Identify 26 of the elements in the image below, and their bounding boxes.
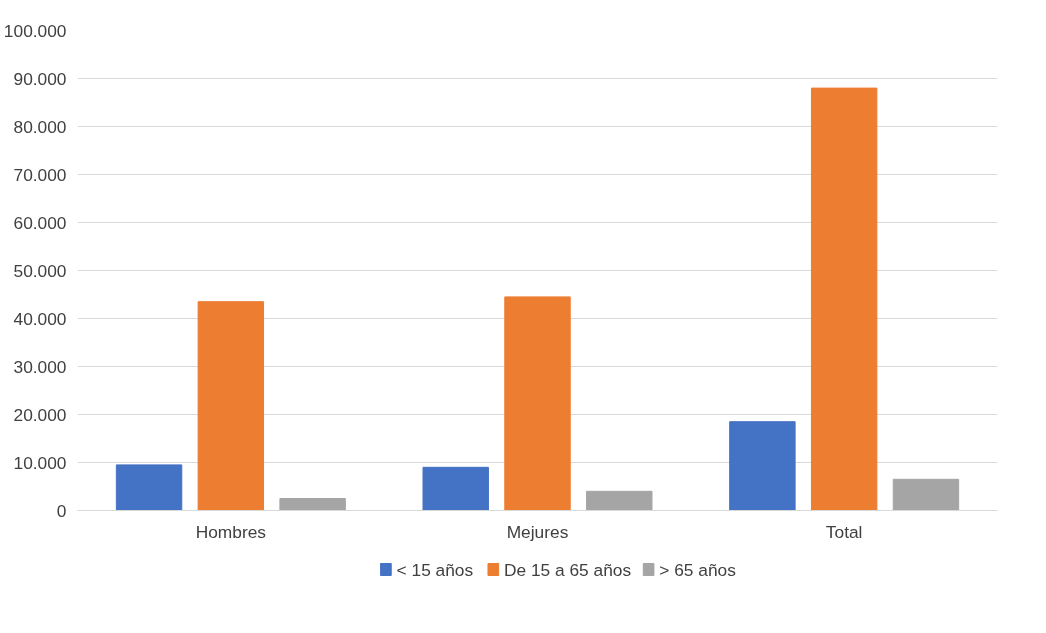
x-tick-label: Mejures	[506, 521, 569, 542]
bar	[586, 490, 653, 511]
y-tick-label: 60.000	[13, 212, 67, 233]
y-tick-label: 0	[56, 500, 67, 521]
y-tick-label: 100.000	[3, 20, 67, 41]
bar	[279, 498, 346, 511]
x-tick-label: Hombres	[195, 521, 267, 542]
legend-label: < 15 años	[396, 559, 474, 580]
bar	[504, 296, 571, 511]
legend-label: De 15 a 65 años	[503, 559, 632, 580]
bar	[422, 466, 489, 511]
y-tick-label: 70.000	[13, 164, 67, 185]
y-tick-label: 30.000	[13, 356, 67, 377]
bar	[892, 478, 960, 511]
bar	[810, 87, 878, 511]
y-tick-label: 80.000	[13, 116, 67, 137]
y-tick-label: 50.000	[13, 260, 67, 281]
bar	[729, 421, 796, 511]
x-tick-label: Total	[825, 521, 863, 542]
y-tick-label: 20.000	[13, 404, 67, 425]
y-tick-label: 90.000	[13, 68, 67, 89]
y-tick-label: 40.000	[13, 308, 67, 329]
bar	[197, 301, 265, 511]
bar	[115, 464, 183, 511]
y-tick-label: 10.000	[13, 452, 67, 473]
legend-label: > 65 años	[659, 559, 737, 580]
